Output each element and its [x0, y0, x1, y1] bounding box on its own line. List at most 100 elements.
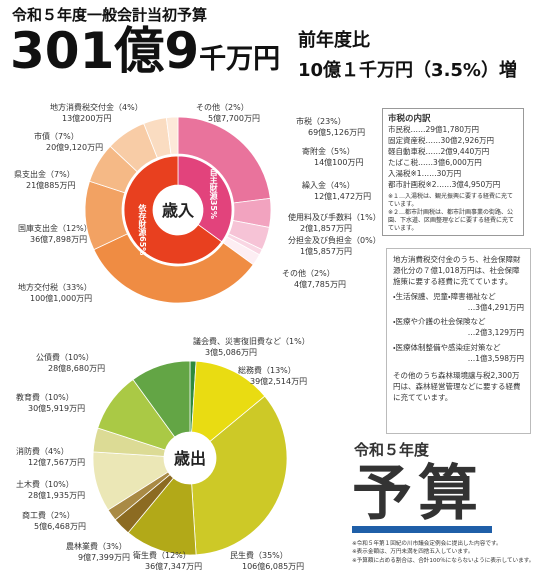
amount: 36億7,347万円 — [145, 561, 202, 571]
slice-label: 市税（23%） — [296, 116, 346, 126]
slice-label: その他（2%） — [196, 102, 249, 112]
value-label: （10%） — [60, 353, 94, 362]
city-tax-rows: 市民税 ……29億1,780万円 固定資産税 ……30億2,926万円 軽自動車税 ……2… — [388, 125, 518, 190]
value-label: （0%） — [352, 236, 381, 245]
value-label: （12%） — [58, 224, 92, 233]
category: 公債費 — [36, 352, 60, 362]
inner-value-label: 35% — [209, 200, 218, 219]
logo-year: 令和５年度 — [354, 441, 430, 459]
city-tax-notes: ※１…入湯税は、観光振興に要する経費に充てています。 ※２…都市計画税は、都市計画… — [388, 193, 518, 233]
category: 使用料及び手数料 — [288, 212, 352, 222]
value-label: （4%） — [326, 181, 355, 190]
footnote: ※表示金額は、万円未満を四捨五入しています。 — [352, 549, 474, 556]
city-tax-name: 軽自動車税 — [388, 147, 426, 157]
value-label: （10%） — [40, 480, 74, 489]
city-tax-row: たばこ税 ……3億6,000万円 — [388, 158, 518, 169]
city-tax-amount: ……3億6,000万円 — [418, 157, 482, 167]
footnotes: ※令和５年第１回紀の川市議会定例会に提出した内容です。 ※表示金額は、万円未満を四… — [352, 540, 537, 565]
slice-label: 教育費（10%） — [16, 392, 74, 402]
amount: 21億885万円 — [26, 180, 75, 190]
value-label: （12%） — [157, 551, 191, 560]
category: 民生費 — [230, 550, 254, 560]
value-label: （1%） — [281, 337, 310, 346]
amount: 28億1,935万円 — [28, 490, 85, 500]
info-item: ・医療体制整備や感染症対策など …1億3,598万円 — [393, 343, 524, 365]
amount: 12億1,472万円 — [314, 191, 371, 201]
center-label: 歳出 — [174, 449, 206, 468]
info-item-amount: …2億3,129万円 — [467, 328, 524, 338]
city-tax-amount: ……30億2,926万円 — [425, 136, 495, 146]
value-label: （5%） — [326, 147, 355, 156]
info-item-amount: …3億4,291万円 — [467, 302, 524, 312]
inner-label: 自主財源 35% — [209, 167, 218, 219]
amount: 100億1,000万円 — [30, 293, 92, 303]
info-footer: その他のうち森林環境譲与税2,300万円は、森林経営管理などに要する経費に充てて… — [393, 370, 521, 402]
inner-label: 依存財源 65% — [137, 203, 147, 255]
category: 消防費 — [16, 446, 40, 456]
value-label: （23%） — [312, 117, 346, 126]
slice-label: 分担金及び負担金（0%） — [288, 235, 381, 245]
amount: 5億7,700万円 — [208, 113, 260, 123]
logo-word: 予算 — [352, 462, 492, 533]
city-tax-name: たばこ税 — [388, 157, 418, 167]
amount: 39億2,514万円 — [250, 376, 307, 386]
category: 市債 — [34, 131, 50, 141]
category: 衛生費 — [133, 550, 157, 560]
footnote: ※令和５年第１回紀の川市議会定例会に提出した内容です。 — [352, 541, 502, 547]
value-label: （1%） — [352, 213, 381, 222]
hole — [154, 186, 202, 234]
category: 総務費 — [238, 365, 262, 375]
city-tax-note: ※１…入湯税は、観光振興に要する経費に充てています。 — [388, 192, 514, 208]
category: 国庫支出金 — [18, 223, 58, 233]
amount: 2億1,857万円 — [300, 223, 352, 233]
slice-label: 消防費（4%） — [16, 446, 69, 456]
value-label: （35%） — [254, 551, 288, 560]
amount: 1億5,857万円 — [300, 246, 352, 256]
slice-label: 使用料及び手数料（1%） — [288, 212, 381, 222]
amount: 30億5,919万円 — [28, 403, 85, 413]
value-label: （33%） — [58, 283, 92, 292]
city-tax-row: 入湯税※1 ……30万円 — [388, 169, 518, 180]
total-main: 301億9 — [10, 22, 199, 80]
amount: 5億6,468万円 — [34, 521, 86, 531]
slice-label: 農林業費（3%） — [66, 541, 127, 551]
category: その他 — [282, 268, 306, 278]
city-tax-row: 都市計画税※2 ……3億4,950万円 — [388, 180, 518, 191]
category: 地方消費税交付金 — [50, 102, 114, 112]
category: 農林業費 — [66, 541, 98, 551]
amount: 9億7,399万円 — [78, 552, 130, 562]
value-label: （7%） — [46, 170, 75, 179]
center-label: 歳入 — [162, 201, 194, 220]
amount: 12億7,567万円 — [28, 457, 85, 467]
info-box: 地方消費税交付金のうち、社会保障財源化分の７億1,018万円は、社会保障施策に要… — [386, 248, 531, 434]
compare-label: 前年度比 — [298, 29, 370, 51]
category: 繰入金 — [302, 180, 326, 190]
city-tax-row: 軽自動車税 ……2億9,440万円 — [388, 147, 518, 158]
amount: 3億5,086万円 — [205, 347, 257, 357]
slice-label: 総務費（13%） — [238, 365, 296, 375]
slice-label: 土木費（10%） — [16, 479, 74, 489]
city-tax-name: 入湯税※1 — [388, 168, 422, 178]
info-item: ・医療や介護の社会保険など …2億3,129万円 — [393, 317, 524, 339]
amount: 106億6,085万円 — [242, 561, 304, 571]
city-tax-note: ※２…都市計画税は、都市計画事業の街路、公園、下水道、区画整理などに要する経費に… — [388, 208, 515, 232]
slice-label: 衛生費（12%） — [133, 550, 191, 560]
value-label: （3%） — [98, 542, 127, 551]
slice-label: 公債費（10%） — [36, 352, 94, 362]
info-item-name: ・医療や介護の社会保険など — [393, 317, 486, 327]
slice-label: 商工費（2%） — [22, 510, 75, 520]
inner-category: 依存財源 — [137, 203, 147, 237]
value-label: （2%） — [46, 511, 75, 520]
value-label: （10%） — [40, 393, 74, 402]
value-label: （4%） — [40, 447, 69, 456]
city-tax-row: 固定資産税 ……30億2,926万円 — [388, 136, 518, 147]
slice-label: 繰入金（4%） — [302, 180, 355, 190]
amount: 20億9,120万円 — [46, 142, 103, 152]
slice-label: 国庫支出金（12%） — [18, 223, 92, 233]
slice-label: 地方交付税（33%） — [18, 282, 92, 292]
info-item-amount: …1億3,598万円 — [467, 354, 524, 363]
slice — [165, 116, 179, 155]
category: 分担金及び負担金 — [288, 235, 352, 245]
